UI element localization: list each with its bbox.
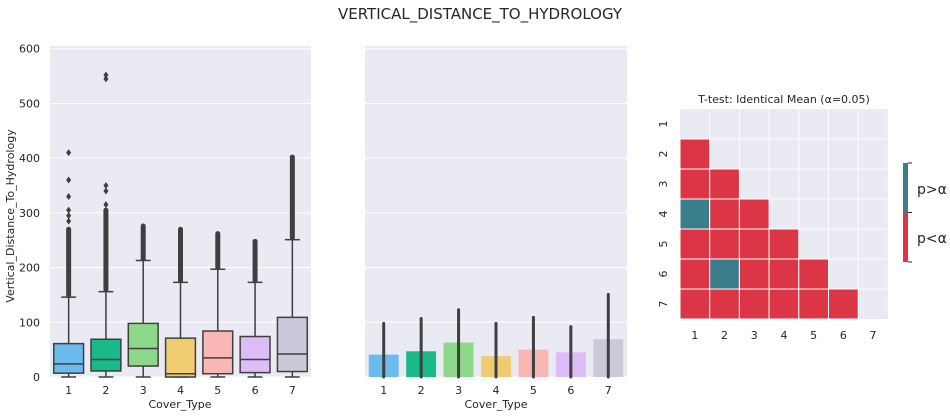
x-tick-label: 4 bbox=[780, 329, 787, 342]
heatmap-cell bbox=[828, 288, 859, 320]
heatmap-cell bbox=[798, 288, 829, 320]
outlier-point bbox=[103, 71, 109, 79]
x-tick-label: 5 bbox=[810, 329, 817, 342]
outlier-cluster bbox=[103, 207, 109, 292]
x-tick-label: 6 bbox=[840, 329, 847, 342]
y-tick-label: 100 bbox=[19, 316, 40, 329]
box bbox=[239, 335, 271, 374]
outlier-point bbox=[103, 75, 109, 83]
x-tick-label: 2 bbox=[418, 384, 425, 397]
x-tick-label: 3 bbox=[140, 384, 147, 397]
boxplot-xlabel: Cover_Type bbox=[149, 398, 212, 411]
box bbox=[52, 342, 85, 374]
heatmap-cell bbox=[679, 198, 711, 230]
outlier-point bbox=[66, 206, 72, 214]
x-tick-label: 1 bbox=[380, 384, 387, 397]
heatmap-cell bbox=[798, 258, 829, 290]
y-tick-label: 0 bbox=[33, 371, 40, 384]
boxplot-panel: 0 100 200 300 400 500 600 1 2 3 4 5 6 7 bbox=[19, 43, 311, 397]
y-tick-label: 200 bbox=[19, 262, 40, 275]
heatmap-cell bbox=[768, 228, 800, 260]
legend-label-not-significant: p>α bbox=[917, 182, 947, 198]
y-tick-label: 3 bbox=[657, 181, 670, 188]
heatmap-cell bbox=[679, 168, 711, 200]
box bbox=[276, 316, 309, 373]
barplot-panel: 1 2 3 4 5 6 7 bbox=[365, 46, 627, 397]
outlier-cluster bbox=[140, 223, 146, 262]
heatmap-cell bbox=[679, 258, 711, 290]
outlier-point bbox=[103, 201, 109, 209]
heatmap-cell bbox=[738, 258, 770, 290]
heatmap-cell bbox=[679, 288, 711, 320]
heatmap-cell bbox=[709, 288, 740, 320]
box bbox=[90, 338, 122, 372]
x-tick-label: 7 bbox=[870, 329, 877, 342]
heatmap-cell bbox=[709, 168, 740, 200]
y-tick-label: 4 bbox=[657, 211, 670, 218]
outlier-point bbox=[66, 176, 72, 184]
legend-swatch-significant bbox=[903, 212, 908, 262]
y-tick-label: 400 bbox=[19, 152, 40, 165]
outlier-point bbox=[103, 182, 109, 190]
x-tick-label: 4 bbox=[177, 384, 184, 397]
box bbox=[164, 337, 197, 378]
outlier-point bbox=[66, 192, 72, 200]
heatmap-cell bbox=[738, 288, 770, 320]
y-tick-label: 6 bbox=[657, 271, 670, 278]
heatmap-cell bbox=[709, 228, 740, 260]
heatmap-colorbar-legend bbox=[903, 162, 912, 263]
x-tick-label: 6 bbox=[567, 384, 574, 397]
y-tick-label: 7 bbox=[657, 301, 670, 308]
outlier-point bbox=[66, 217, 72, 225]
x-tick-label: 7 bbox=[605, 384, 612, 397]
outlier-cluster bbox=[66, 226, 72, 298]
outlier-cluster bbox=[289, 154, 295, 240]
heatmap-cell bbox=[738, 228, 770, 260]
heatmap-cell bbox=[768, 258, 800, 290]
legend-label-significant: p<α bbox=[917, 231, 947, 247]
y-tick-label: 2 bbox=[657, 151, 670, 158]
heatmap-cell bbox=[679, 228, 711, 260]
y-tick-label: 1 bbox=[657, 121, 670, 128]
boxplot-ylabel: Vertical_Distance_To_Hydrology bbox=[4, 129, 17, 303]
outlier-cluster bbox=[178, 226, 183, 284]
box bbox=[127, 322, 159, 367]
heatmap-cell bbox=[679, 138, 711, 170]
outlier-point bbox=[66, 212, 72, 220]
x-tick-label: 5 bbox=[530, 384, 537, 397]
x-tick-label: 3 bbox=[455, 384, 462, 397]
heatmap-title: T-test: Identical Mean (α=0.05) bbox=[697, 93, 870, 106]
box bbox=[202, 330, 234, 375]
x-tick-label: 5 bbox=[214, 384, 221, 397]
x-tick-label: 7 bbox=[289, 384, 296, 397]
heatmap-cell bbox=[709, 258, 740, 290]
x-tick-label: 2 bbox=[102, 384, 109, 397]
x-tick-label: 1 bbox=[691, 329, 698, 342]
outlier-point bbox=[66, 149, 72, 157]
figure-title: VERTICAL_DISTANCE_TO_HYDROLOGY bbox=[338, 5, 623, 24]
y-tick-label: 5 bbox=[657, 241, 670, 248]
y-tick-label: 300 bbox=[19, 207, 40, 220]
heatmap-panel: 1 2 3 4 5 6 7 1 2 3 4 5 6 7 bbox=[657, 109, 888, 342]
outlier-cluster bbox=[215, 231, 221, 271]
x-tick-label: 3 bbox=[751, 329, 758, 342]
outlier-point bbox=[103, 187, 109, 195]
y-tick-label: 600 bbox=[19, 43, 40, 56]
x-tick-label: 2 bbox=[721, 329, 728, 342]
barplot-xlabel: Cover_Type bbox=[465, 398, 528, 411]
outlier-cluster bbox=[252, 238, 258, 284]
heatmap-cell bbox=[709, 198, 740, 230]
heatmap-cell bbox=[768, 288, 800, 320]
x-tick-label: 4 bbox=[493, 384, 500, 397]
y-tick-label: 500 bbox=[19, 97, 40, 110]
legend-swatch-not-significant bbox=[903, 163, 908, 213]
x-tick-label: 1 bbox=[65, 384, 72, 397]
x-tick-label: 6 bbox=[252, 384, 259, 397]
heatmap-cell bbox=[738, 198, 770, 230]
